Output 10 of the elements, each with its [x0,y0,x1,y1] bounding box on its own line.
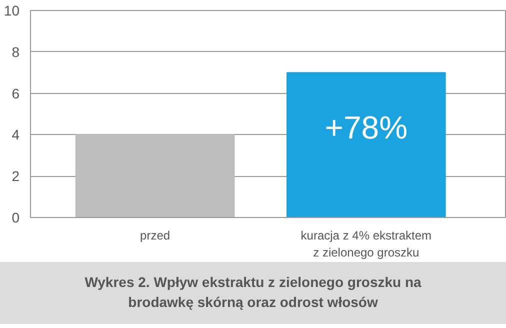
y-tick-label: 2 [12,168,20,184]
text: Wykres 2. Wpływ ekstraktu z zielonego groszku na brodawkę skórną oraz odrost włosów [84,273,422,312]
y-tick-label: 8 [12,44,20,60]
x-tick-label: przed [140,228,170,242]
y-tick-label: 0 [12,210,20,226]
y-tick-label: 6 [12,85,20,102]
x-tick-label: kuracja z 4% ekstraktem z zielonego groszku [300,228,432,260]
y-tick-label: 10 [4,2,20,18]
y-tick-label: 4 [12,126,20,143]
annotation: +78% [324,110,408,146]
